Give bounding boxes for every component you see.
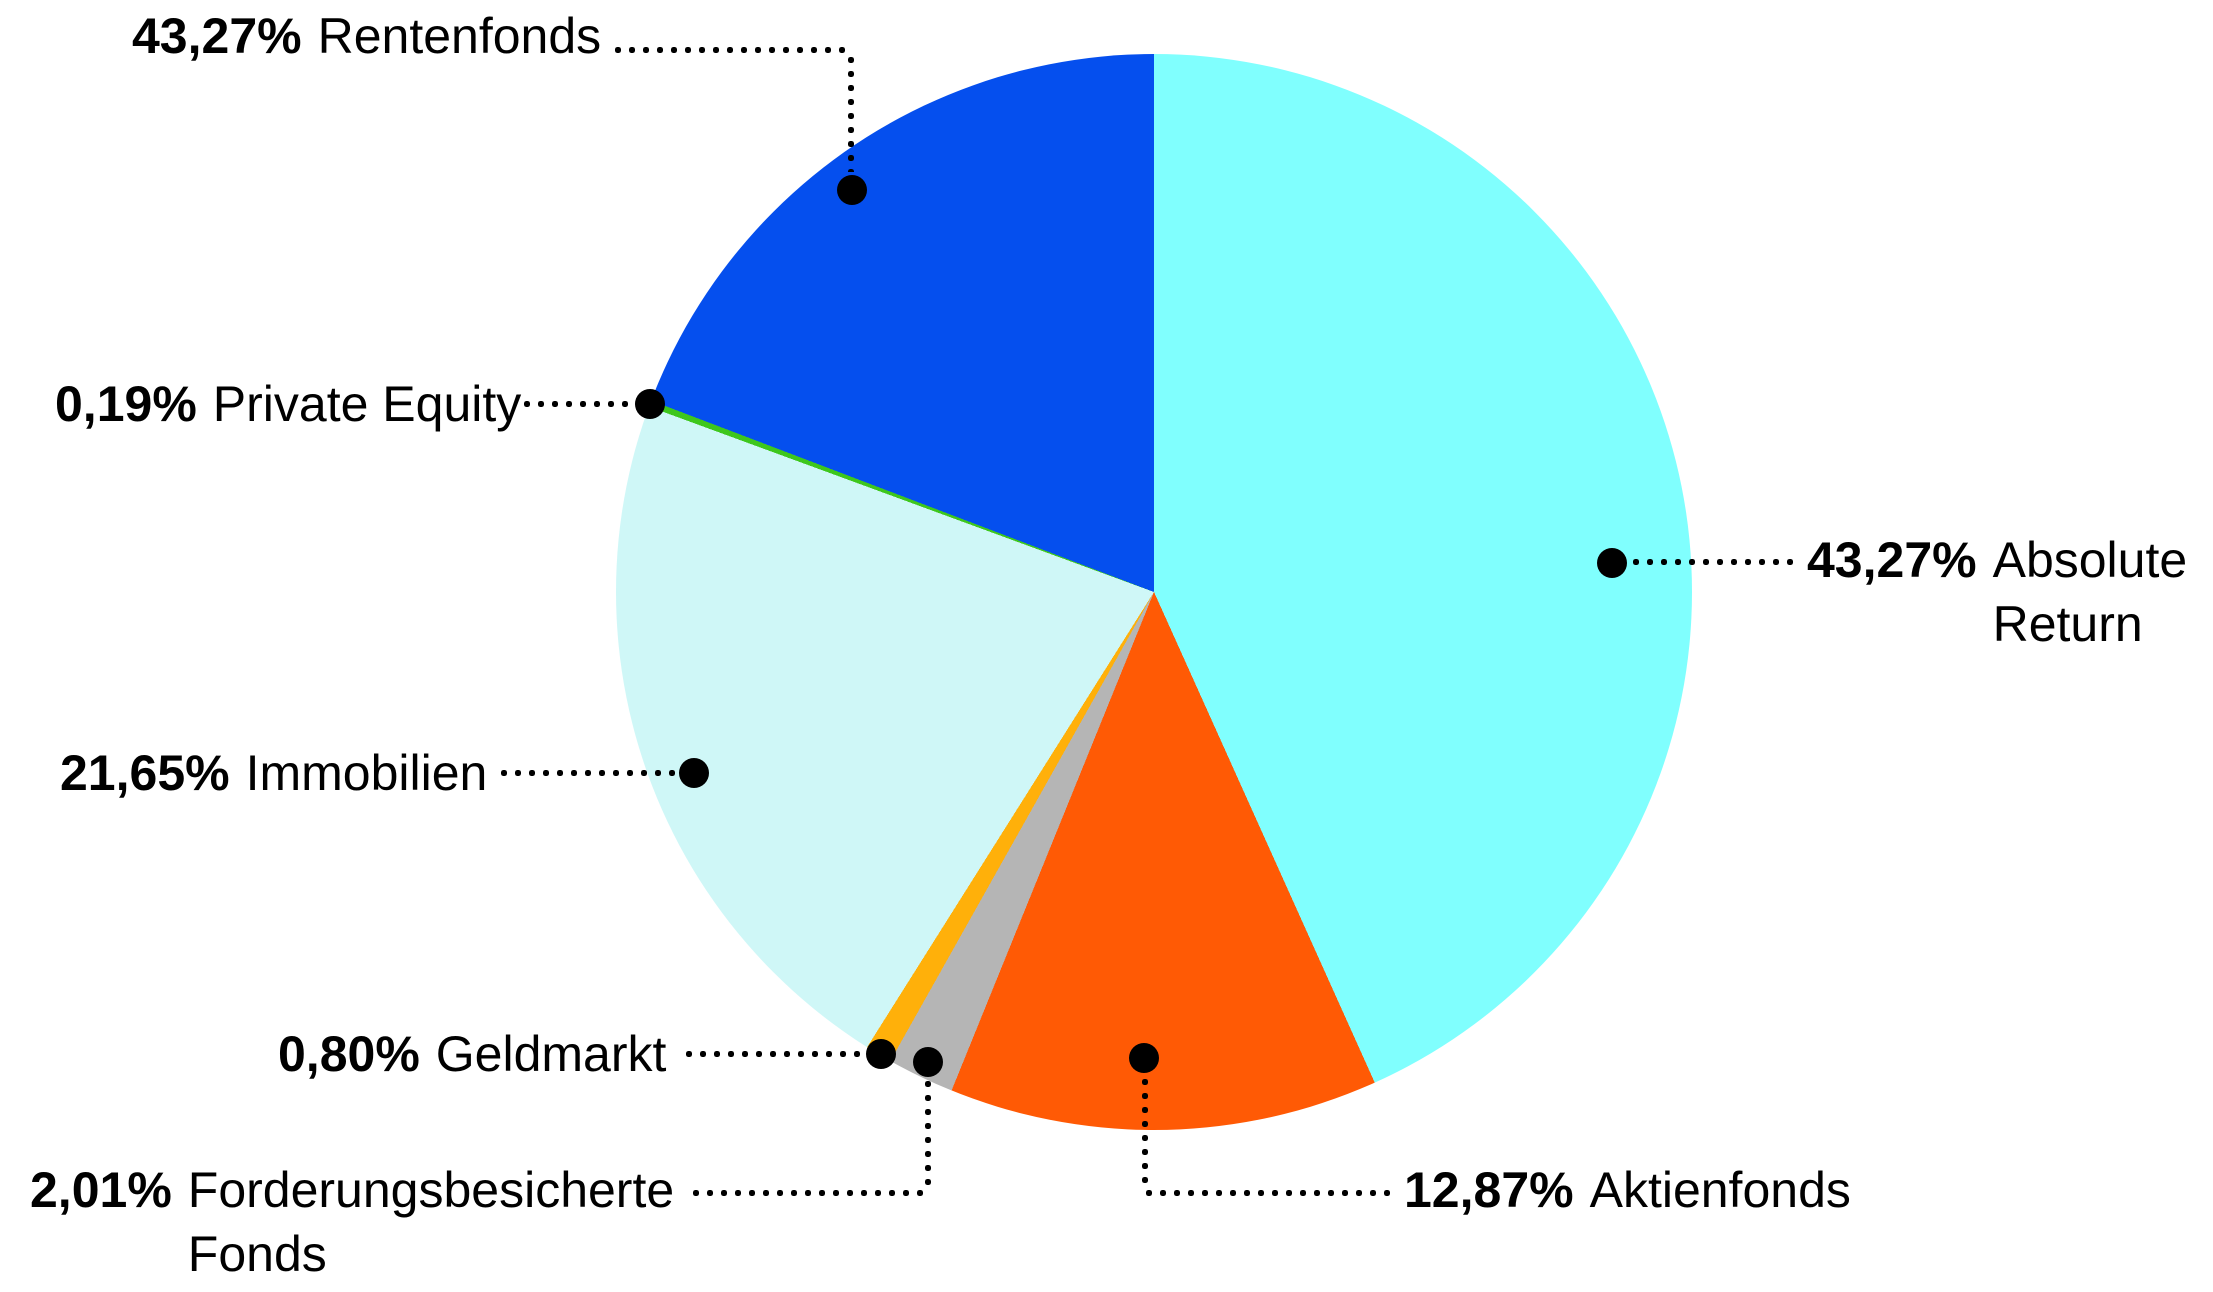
- leader-dot: [635, 389, 665, 419]
- label-absolute-return-value: 43,27%: [1807, 532, 1977, 588]
- label-immobilien: 21,65% Immobilien: [60, 745, 487, 801]
- leader-line: [500, 769, 680, 777]
- leader-dot: [679, 758, 709, 788]
- leader-dot: [913, 1047, 943, 1077]
- label-forderungsbesicherte-fonds-value: 2,01%: [30, 1162, 172, 1218]
- label-absolute-return: 43,27% Absolute Return: [1807, 528, 2208, 656]
- leader-line: [614, 46, 851, 54]
- label-aktienfonds-value: 12,87%: [1404, 1162, 1574, 1218]
- label-geldmarkt-value: 0,80%: [278, 1026, 420, 1082]
- leader-line: [1632, 558, 1798, 566]
- label-rentenfonds-value: 43,27%: [132, 8, 302, 64]
- leader-line: [1141, 1078, 1149, 1189]
- leader-line: [685, 1050, 865, 1058]
- label-private-equity: 0,19% Private Equity: [55, 376, 521, 432]
- label-immobilien-value: 21,65%: [60, 745, 230, 801]
- label-geldmarkt: 0,80% Geldmarkt: [278, 1026, 666, 1082]
- label-private-equity-name: Private Equity: [212, 376, 522, 432]
- leader-line: [1145, 1189, 1390, 1197]
- label-absolute-return-name: Absolute Return: [1992, 532, 2188, 652]
- leader-dot: [1597, 548, 1627, 578]
- label-rentenfonds-name: Rentenfonds: [317, 8, 602, 64]
- label-private-equity-value: 0,19%: [55, 376, 197, 432]
- label-forderungsbesicherte-fonds-name: Forderungsbesicherte Fonds: [187, 1162, 675, 1282]
- leader-dot: [837, 175, 867, 205]
- label-aktienfonds: 12,87% Aktienfonds: [1404, 1162, 1851, 1218]
- leader-line: [924, 1080, 932, 1188]
- leader-line: [523, 400, 637, 408]
- leader-dot: [866, 1039, 896, 1069]
- label-forderungsbesicherte-fonds: 2,01% Forderungsbesicherte Fonds: [30, 1158, 688, 1286]
- pie-chart: [616, 54, 1692, 1130]
- label-immobilien-name: Immobilien: [245, 745, 488, 801]
- label-geldmarkt-name: Geldmarkt: [435, 1026, 667, 1082]
- leader-line: [692, 1189, 925, 1197]
- label-aktienfonds-name: Aktienfonds: [1589, 1162, 1851, 1218]
- label-rentenfonds: 43,27% Rentenfonds: [132, 8, 601, 64]
- leader-line: [847, 56, 855, 172]
- leader-dot: [1129, 1043, 1159, 1073]
